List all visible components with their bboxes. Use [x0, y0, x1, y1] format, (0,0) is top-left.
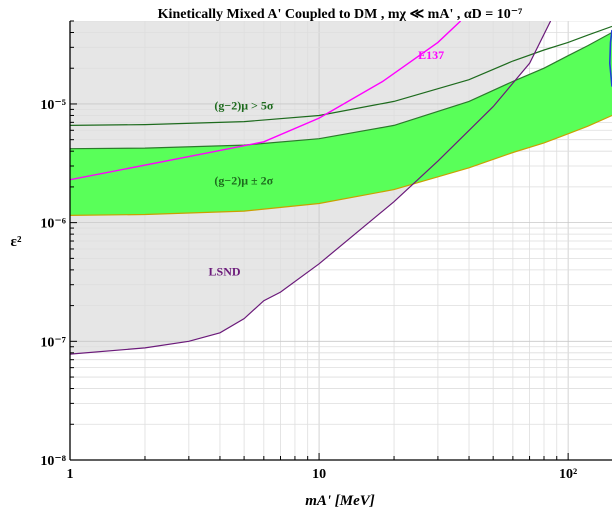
y-tick-label: 10⁻⁸: [40, 454, 66, 469]
y-tick-label: 10⁻⁵: [40, 98, 66, 113]
e137-boundary: [70, 21, 462, 181]
chart-title: Kinetically Mixed A' Coupled to DM , mχ …: [158, 7, 523, 22]
g-2-2sigma-band: [70, 32, 612, 216]
y-tick-label: 10⁻⁶: [40, 217, 66, 232]
region-label: (g−2)μ ± 2σ: [214, 173, 273, 187]
x-tick-label: 10²: [559, 467, 577, 482]
region-label: (g−2)μ > 5σ: [214, 98, 273, 112]
axes: [69, 21, 612, 461]
y-tick-label: 10⁻⁷: [40, 335, 66, 350]
tick-labels: 1 10 10² 10⁻⁸ 10⁻⁷ 10⁻⁶ 10⁻⁵: [40, 98, 577, 482]
g-2-band-upper-edge: [70, 31, 612, 150]
blue-boundary-curve: [608, 29, 612, 87]
x-tick-label: 10: [312, 467, 326, 482]
x-tick-label: 1: [67, 467, 74, 482]
ticks: [69, 20, 569, 461]
annotations: E137 (g−2)μ > 5σ (g−2)μ ± 2σ LSND: [209, 48, 445, 278]
g-2-band-lower-edge: [70, 114, 612, 216]
x-axis-title: mA' [MeV]: [305, 493, 375, 509]
plot-area: [70, 21, 612, 460]
lsnd-boundary: [70, 21, 552, 355]
g-2-5sigma-line: [70, 25, 612, 126]
region-label: E137: [418, 48, 444, 62]
y-axis-title: ε²: [11, 234, 22, 250]
region-label: LSND: [209, 264, 241, 278]
